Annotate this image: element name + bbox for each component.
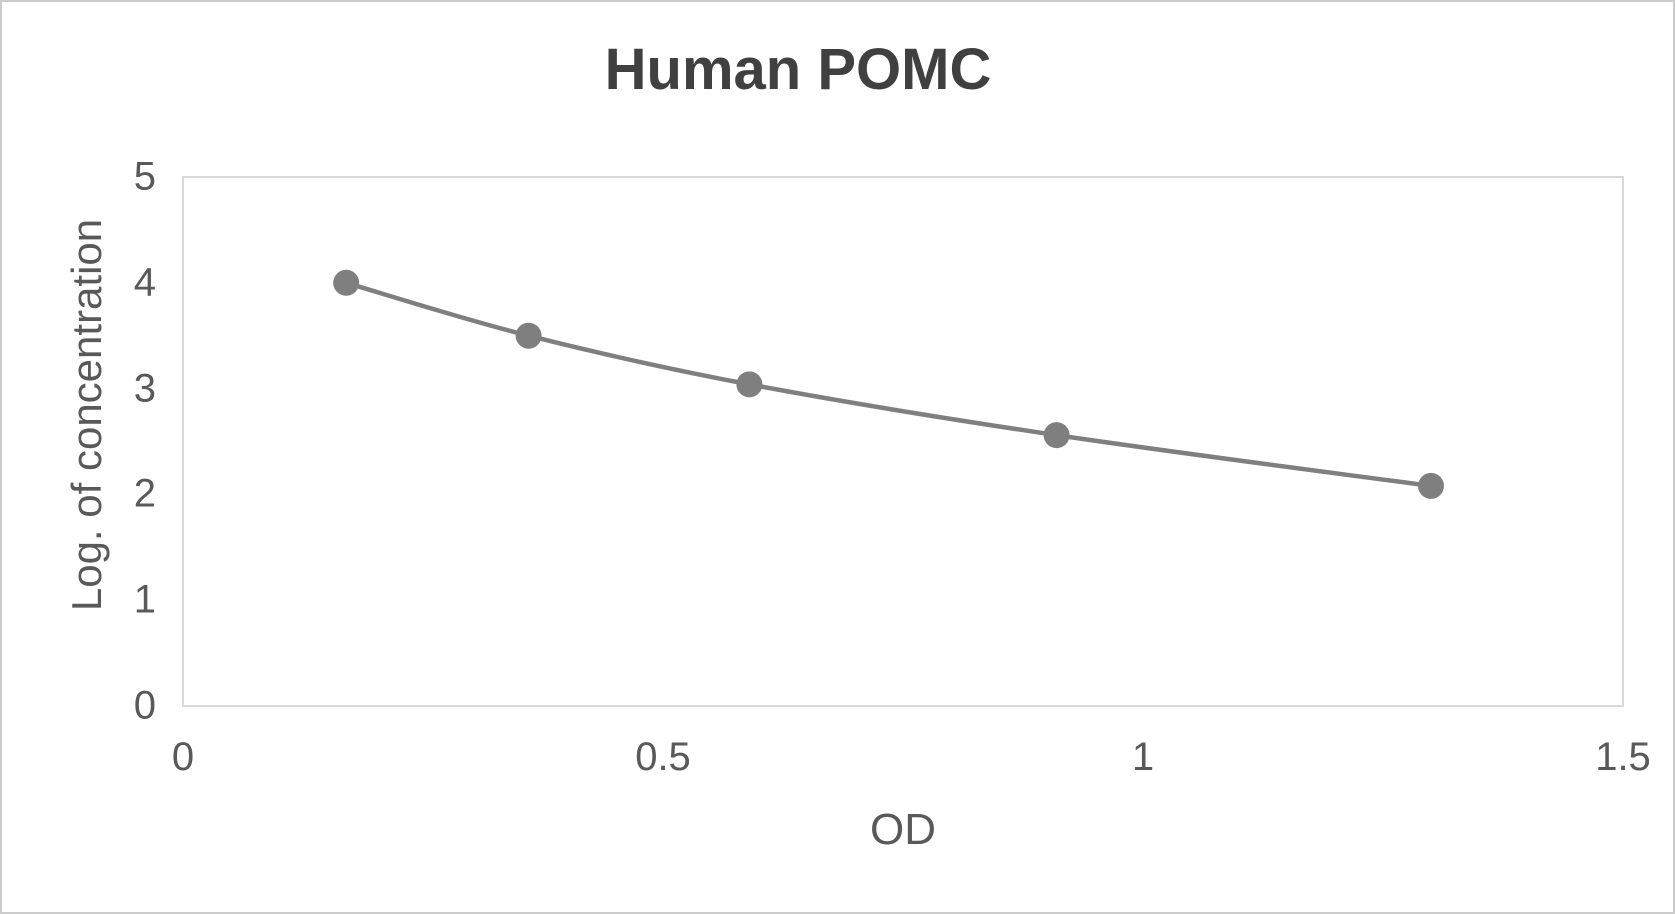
data-point-marker	[515, 322, 542, 349]
x-axis-title: OD	[870, 805, 936, 854]
y-axis-tick-label: 5	[133, 154, 156, 199]
y-axis-title: Log. of concentration	[63, 218, 110, 612]
data-point-marker	[736, 371, 763, 398]
data-point-marker	[1418, 472, 1444, 499]
y-axis-tick-label: 0	[133, 683, 156, 728]
y-axis-tick-label: 4	[133, 260, 156, 305]
y-axis-tick-label: 2	[133, 471, 156, 516]
x-axis-tick-label: 0.5	[635, 735, 691, 779]
x-axis-tick-label: 1	[1131, 735, 1155, 779]
x-axis-tick-label: 1.5	[1595, 735, 1651, 779]
series-line	[345, 280, 1432, 489]
y-axis-tick-label: 3	[133, 366, 156, 411]
chart-title: Human POMC	[604, 37, 992, 102]
data-point-marker	[1043, 422, 1070, 449]
data-point-marker	[333, 269, 360, 296]
plot-border	[182, 176, 1624, 707]
x-axis-tick-label: 0	[171, 735, 195, 779]
y-axis-tick-label: 1	[133, 577, 156, 622]
